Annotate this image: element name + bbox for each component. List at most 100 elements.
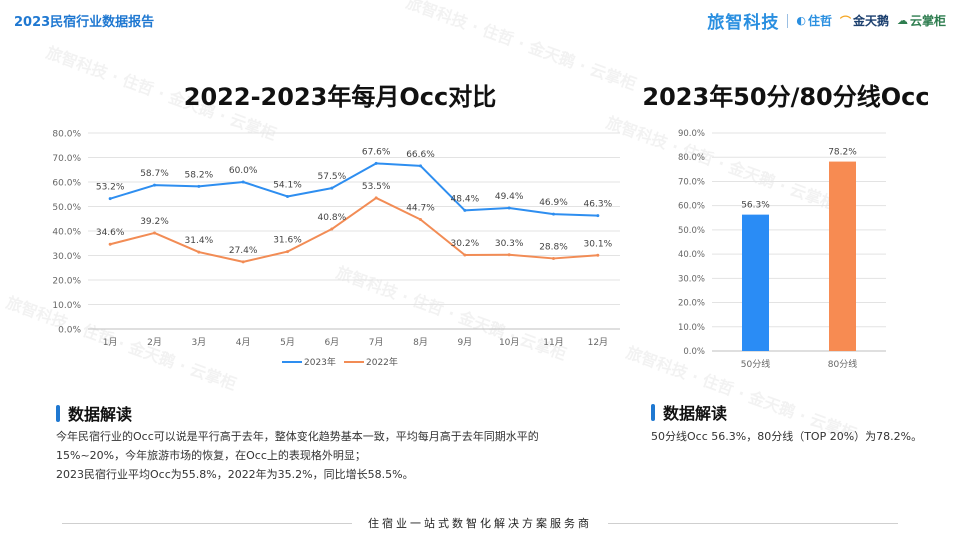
footer-divider-right: [608, 522, 898, 524]
y-tick-label: 90.0%: [678, 129, 705, 139]
x-tick-label: 9月: [457, 337, 472, 348]
logo-main: 旅智科技: [707, 13, 780, 33]
data-point: [153, 183, 156, 187]
data-label: 31.4%: [185, 236, 214, 246]
line-chart-title: 2022-2023年每月Occ对比: [183, 83, 497, 111]
legend-label: 2022年: [366, 356, 398, 368]
data-point: [153, 231, 156, 235]
footer-text: 住宿业一站式数智化解决方案服务商: [368, 517, 592, 530]
y-tick-label: 0.0%: [58, 326, 81, 336]
bar-chart-title: 2023年50分/80分线Occ: [642, 83, 930, 111]
x-tick-label: 50分线: [741, 358, 770, 370]
line-section-heading: 数据解读: [56, 401, 132, 425]
logo-partner-3-label: 云掌柜: [909, 14, 946, 28]
data-label: 67.6%: [362, 147, 391, 157]
logo-partner-3: ☁ 云掌柜: [897, 12, 946, 29]
logo-partner-2-label: 金天鹅: [852, 14, 889, 28]
y-tick-label: 50.0%: [678, 226, 705, 236]
data-point: [463, 253, 467, 257]
x-tick-label: 10月: [499, 337, 519, 348]
bar-section-heading-text: 数据解读: [663, 404, 728, 423]
series-line-2023年: [109, 162, 598, 217]
data-point: [108, 242, 112, 246]
y-tick-label: 80.0%: [678, 153, 705, 163]
data-point: [374, 196, 378, 200]
data-point: [374, 161, 378, 165]
data-point: [197, 250, 201, 254]
data-point: [286, 250, 289, 254]
y-tick-label: 70.0%: [52, 154, 81, 164]
data-label: 54.1%: [273, 180, 302, 190]
data-label: 44.7%: [406, 203, 435, 213]
data-point: [108, 197, 112, 201]
data-point: [197, 184, 201, 188]
data-label: 30.1%: [584, 239, 613, 249]
y-tick-label: 20.0%: [52, 277, 81, 287]
data-label: 27.4%: [229, 246, 258, 256]
report-title: 2023民宿行业数据报告: [14, 15, 155, 30]
heading-accent-bar: [651, 403, 655, 421]
x-tick-label: 4月: [236, 337, 251, 348]
data-label: 30.2%: [451, 239, 480, 249]
data-label: 56.3%: [741, 201, 770, 211]
data-label: 30.3%: [495, 239, 524, 249]
data-label: 78.2%: [828, 148, 857, 158]
logo-partner-1: ◐ 住哲: [796, 12, 832, 29]
legend-label: 2023年: [304, 356, 336, 368]
y-tick-label: 80.0%: [52, 130, 81, 140]
data-point: [330, 227, 334, 231]
data-point: [286, 194, 289, 198]
line-section-heading-text: 数据解读: [68, 405, 133, 424]
bar-80分线: [829, 161, 856, 351]
data-label: 58.7%: [140, 169, 169, 179]
data-point: [552, 212, 555, 216]
swan-logo-icon: ⌒: [839, 14, 851, 28]
x-tick-label: 12月: [588, 337, 608, 348]
data-label: 58.2%: [185, 170, 214, 180]
data-point: [596, 253, 600, 257]
line-section-paragraph: 今年民宿行业的Occ可以说是平行高于去年，整体变化趋势基本一致，平均每月高于去年…: [56, 427, 616, 484]
x-tick-label: 1月: [103, 337, 118, 348]
y-tick-label: 30.0%: [678, 274, 705, 284]
bar-section-heading: 数据解读: [651, 400, 727, 424]
data-point: [241, 180, 245, 184]
x-tick-label: 7月: [369, 337, 384, 348]
zhuzhe-logo-icon: ◐: [796, 14, 806, 27]
x-tick-label: 3月: [191, 337, 206, 348]
data-point: [552, 256, 555, 260]
x-tick-label: 6月: [324, 337, 339, 348]
data-label: 57.5%: [318, 172, 347, 182]
footer-divider-left: [62, 522, 352, 524]
data-label: 66.6%: [406, 150, 435, 160]
y-tick-label: 10.0%: [52, 301, 81, 311]
logo-divider: [787, 13, 789, 28]
logo-partner-1-label: 住哲: [807, 14, 832, 28]
paragraph-line: 今年民宿行业的Occ可以说是平行高于去年，整体变化趋势基本一致，平均每月高于去年…: [56, 430, 539, 443]
data-point: [596, 214, 600, 218]
data-point: [507, 253, 511, 257]
data-label: 46.3%: [584, 200, 613, 210]
data-label: 46.9%: [539, 198, 568, 208]
paragraph-line: 50分线Occ 56.3%，80分线（TOP 20%）为78.2%。: [651, 430, 923, 443]
x-tick-label: 11月: [543, 337, 563, 348]
data-label: 34.6%: [96, 228, 125, 238]
x-tick-label: 8月: [413, 337, 428, 348]
data-label: 49.4%: [495, 192, 524, 202]
bar-50分线: [742, 214, 769, 351]
cloud-logo-icon: ☁: [896, 14, 908, 27]
y-tick-label: 40.0%: [678, 250, 705, 260]
paragraph-line: 15%~20%，今年旅游市场的恢复，在Occ上的表现格外明显；: [56, 449, 366, 462]
data-point: [419, 164, 422, 168]
data-point: [507, 206, 511, 210]
y-tick-label: 10.0%: [678, 323, 705, 333]
data-point: [330, 186, 334, 190]
data-point: [419, 217, 422, 221]
data-label: 40.8%: [318, 213, 347, 223]
heading-accent-bar: [56, 404, 60, 422]
x-tick-label: 80分线: [828, 358, 857, 370]
y-tick-label: 0.0%: [683, 347, 705, 357]
y-tick-label: 40.0%: [52, 228, 81, 238]
y-tick-label: 30.0%: [52, 252, 81, 262]
